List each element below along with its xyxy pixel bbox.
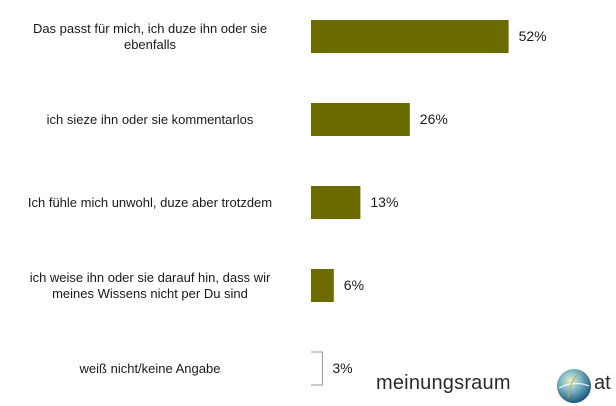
- category-label-line: ich weise ihn oder sie darauf hin, dass …: [29, 269, 271, 285]
- value-label-4: 3%: [332, 359, 353, 376]
- category-label-3: ich weise ihn oder sie darauf hin, dass …: [0, 270, 300, 302]
- bar-4: [311, 351, 323, 386]
- value-label-0: 52%: [518, 27, 547, 44]
- category-label-line: ich sieze ihn oder sie kommentarlos: [46, 111, 254, 127]
- bar-1: [311, 103, 410, 136]
- logo: meinungsraum at: [376, 366, 614, 406]
- category-label-line: weiß nicht/keine Angabe: [79, 360, 221, 376]
- bar-0: [311, 20, 509, 53]
- category-label-line: Das passt für mich, ich duze ihn oder si…: [32, 20, 268, 36]
- value-label-1: 26%: [419, 110, 448, 127]
- bar-2: [311, 186, 361, 219]
- value-label-2: 13%: [370, 193, 399, 210]
- category-label-0: Das passt für mich, ich duze ihn oder si…: [0, 21, 300, 53]
- category-label-line: Ich fühle mich unwohl, duze aber trotzde…: [27, 194, 273, 210]
- category-label-4: weiß nicht/keine Angabe: [0, 361, 300, 377]
- category-label-2: Ich fühle mich unwohl, duze aber trotzde…: [0, 195, 300, 211]
- logo-text: meinungsraum: [376, 372, 511, 394]
- logo-suffix: at: [594, 372, 611, 394]
- bar-3: [311, 269, 334, 302]
- category-label-1: ich sieze ihn oder sie kommentarlos: [0, 112, 300, 128]
- value-label-3: 6%: [343, 276, 365, 293]
- category-label-line: ebenfalls: [123, 36, 177, 52]
- globe-icon: [557, 369, 591, 403]
- category-label-line: meines Wissens nicht per Du sind: [52, 285, 248, 301]
